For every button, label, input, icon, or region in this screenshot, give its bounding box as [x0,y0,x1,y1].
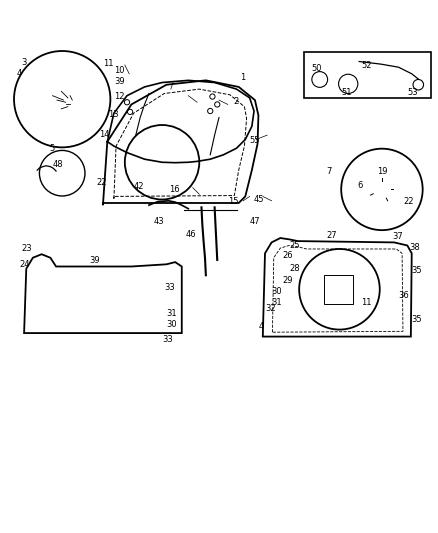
Text: 6: 6 [357,181,363,190]
Bar [324,275,353,304]
Text: 4: 4 [259,322,264,332]
Text: 53: 53 [407,87,418,96]
Text: 27: 27 [326,231,337,240]
Text: 26: 26 [283,251,293,260]
Text: 32: 32 [265,304,276,313]
Text: 25: 25 [289,241,300,250]
Text: 50: 50 [311,64,321,73]
Text: 5: 5 [49,144,54,153]
Text: 19: 19 [377,166,387,175]
Text: 2: 2 [233,97,238,106]
Text: 3: 3 [21,58,27,67]
Text: 33: 33 [162,335,173,344]
Text: 12: 12 [114,92,124,101]
Text: 52: 52 [361,61,372,69]
Text: 7: 7 [326,166,331,175]
Text: 47: 47 [250,217,260,226]
Text: 46: 46 [186,230,197,239]
Text: 23: 23 [22,244,32,253]
Text: 28: 28 [289,264,300,273]
Text: 15: 15 [228,197,238,206]
Text: 11: 11 [103,59,113,68]
Text: 22: 22 [96,178,107,187]
Text: 22: 22 [403,197,413,206]
Text: 24: 24 [20,260,30,269]
Text: 13: 13 [108,110,118,118]
Text: 48: 48 [53,160,63,169]
Text: 35: 35 [412,316,422,325]
Text: 39: 39 [114,77,124,86]
Text: 36: 36 [399,292,409,301]
Text: 30: 30 [166,320,177,329]
Text: 33: 33 [164,282,175,292]
Text: 31: 31 [272,298,282,307]
Text: 42: 42 [134,182,144,191]
Text: 30: 30 [272,287,282,296]
Text: 14: 14 [99,130,110,139]
Text: 31: 31 [166,309,177,318]
Text: 11: 11 [361,298,372,307]
Text: 29: 29 [283,276,293,285]
Text: 10: 10 [114,66,124,75]
Text: 37: 37 [392,232,403,241]
Text: 55: 55 [250,136,260,146]
Text: 1: 1 [240,73,246,82]
Text: 35: 35 [412,265,422,274]
Text: 43: 43 [153,217,164,226]
Text: 16: 16 [169,185,180,195]
Text: 38: 38 [410,243,420,252]
Text: 51: 51 [342,87,352,96]
Text: 4: 4 [16,69,21,78]
Text: 39: 39 [90,256,100,265]
Bar [304,52,431,98]
Text: 45: 45 [254,195,265,204]
